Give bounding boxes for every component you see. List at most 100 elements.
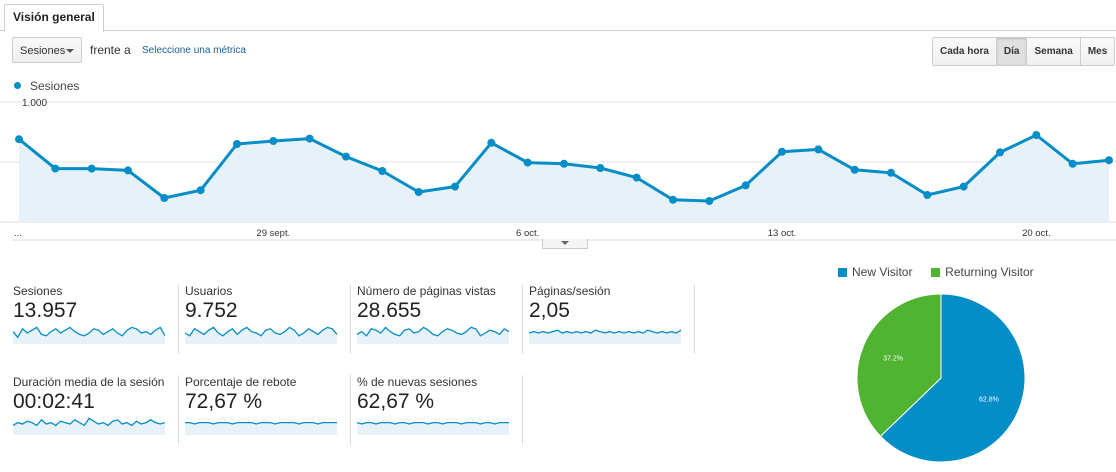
metric-value: 62,67 % — [357, 390, 435, 413]
metric-tile-usuarios[interactable]: Usuarios 9.752 — [185, 284, 351, 354]
metric-label: Duración media de la sesión — [13, 375, 165, 389]
legend-swatch-icon — [931, 268, 941, 277]
divider — [350, 375, 351, 445]
data-point — [923, 191, 932, 199]
legend-label: Sesiones — [30, 79, 80, 93]
sparkline — [185, 326, 337, 344]
sparkline-line — [13, 417, 165, 427]
pie-slice-label: 37.2% — [883, 356, 903, 363]
granularity-month-button[interactable]: Mes — [1079, 38, 1115, 65]
metric-value: 00:02:41 — [13, 390, 95, 413]
data-point — [196, 186, 205, 195]
metric-select-value: Sesiones — [20, 45, 66, 57]
series-area — [19, 135, 1109, 222]
data-point — [523, 158, 532, 167]
sparkline — [357, 421, 509, 435]
metric-tile-sesiones[interactable]: Sesiones 13.957 — [13, 284, 179, 354]
data-point — [632, 173, 641, 182]
metric-label: Número de páginas vistas — [357, 284, 496, 298]
sparkline-area — [185, 327, 337, 344]
sparkline-area — [357, 422, 509, 435]
data-point — [305, 134, 314, 143]
vs-text: frente a — [90, 43, 131, 57]
granularity-day-button[interactable]: Día — [995, 38, 1027, 65]
x-tick-label: ... — [14, 228, 22, 239]
granularity-hourly-button[interactable]: Cada hora — [933, 38, 996, 65]
divider — [522, 284, 523, 354]
chevron-down-icon — [66, 49, 74, 53]
data-point — [451, 182, 459, 191]
metric-value: 72,67 % — [185, 390, 263, 413]
data-point — [87, 164, 96, 173]
metric-label: Páginas/sesión — [529, 284, 611, 298]
metric-value: 2,05 — [529, 299, 570, 322]
legend-dot-icon — [14, 82, 21, 89]
sparkline-line — [185, 326, 337, 337]
divider — [350, 284, 351, 354]
sparkline — [185, 421, 337, 435]
pie-slice — [879, 293, 1026, 463]
data-point — [378, 167, 387, 175]
data-point — [778, 147, 786, 156]
data-point — [269, 137, 278, 145]
data-point — [887, 168, 895, 177]
metric-tile-nuevas-sesiones[interactable]: % de nuevas sesiones 62,67 % — [357, 375, 523, 445]
metric-label: Usuarios — [185, 284, 233, 298]
sparkline-area — [13, 327, 165, 344]
sparkline — [13, 417, 165, 435]
metric-tile-paginas-vistas[interactable]: Número de páginas vistas 28.655 — [357, 284, 523, 354]
chart-expand-toggle[interactable] — [542, 239, 588, 249]
divider — [178, 375, 179, 445]
sparkline-line — [185, 421, 337, 425]
pie-slice — [856, 293, 942, 437]
sparkline-area — [13, 418, 165, 435]
metric-value: 28.655 — [357, 299, 422, 322]
data-point — [414, 188, 423, 196]
data-point — [51, 164, 60, 173]
sparkline-line — [13, 326, 165, 339]
data-point — [1105, 156, 1113, 165]
sparkline-line — [529, 329, 681, 334]
pie-legend-returning: Returning Visitor — [945, 265, 1034, 279]
tab-vision-general[interactable]: Visión general — [4, 4, 104, 32]
metric-tile-duracion-media[interactable]: Duración media de la sesión 00:02:41 — [13, 375, 179, 445]
data-point — [560, 159, 568, 168]
pie-legend-new: New Visitor — [852, 265, 913, 279]
select-metric-link[interactable]: Seleccione una métrica — [142, 45, 246, 56]
data-point — [233, 140, 241, 148]
sparkline — [529, 329, 681, 344]
data-point — [1068, 159, 1077, 168]
data-point — [705, 197, 714, 205]
chart-legend: Sesiones — [14, 79, 79, 93]
sparkline-area — [185, 422, 337, 435]
x-tick-label: 6 oct. — [516, 228, 539, 239]
metric-tile-porcentaje-rebote[interactable]: Porcentaje de rebote 72,67 % — [185, 375, 351, 445]
data-point — [596, 164, 605, 172]
x-tick-label: 20 oct. — [1022, 228, 1051, 239]
sparkline-area — [357, 327, 509, 344]
data-point — [741, 181, 750, 190]
x-tick-label: 29 sept. — [256, 228, 290, 239]
data-point — [15, 135, 23, 144]
metric-select[interactable]: Sesiones — [12, 37, 82, 63]
data-point — [1032, 131, 1041, 139]
sessions-line-chart[interactable]: 1.000500...29 sept.6 oct.13 oct.20 oct. — [0, 96, 1116, 241]
data-point — [996, 148, 1004, 157]
legend-swatch-icon — [838, 268, 847, 277]
granularity-week-button[interactable]: Semana — [1026, 38, 1080, 65]
metric-label: Sesiones — [13, 284, 63, 298]
metric-value: 9.752 — [185, 299, 238, 322]
pie-legend: New Visitor Returning Visitor — [838, 265, 1034, 279]
sparkline — [357, 326, 509, 344]
data-point — [124, 166, 132, 175]
data-point — [959, 182, 968, 191]
x-tick-label: 13 oct. — [768, 228, 797, 239]
metric-tile-paginas-sesion[interactable]: Páginas/sesión 2,05 — [529, 284, 695, 354]
metric-label: % de nuevas sesiones — [357, 375, 478, 389]
data-point — [850, 165, 859, 174]
divider — [694, 284, 695, 354]
visitor-pie-chart[interactable]: 62.8% 37.2% — [855, 292, 1035, 472]
pie-slice-label: 62.8% — [979, 396, 999, 403]
data-point — [814, 145, 823, 154]
sparkline-line — [357, 326, 509, 337]
